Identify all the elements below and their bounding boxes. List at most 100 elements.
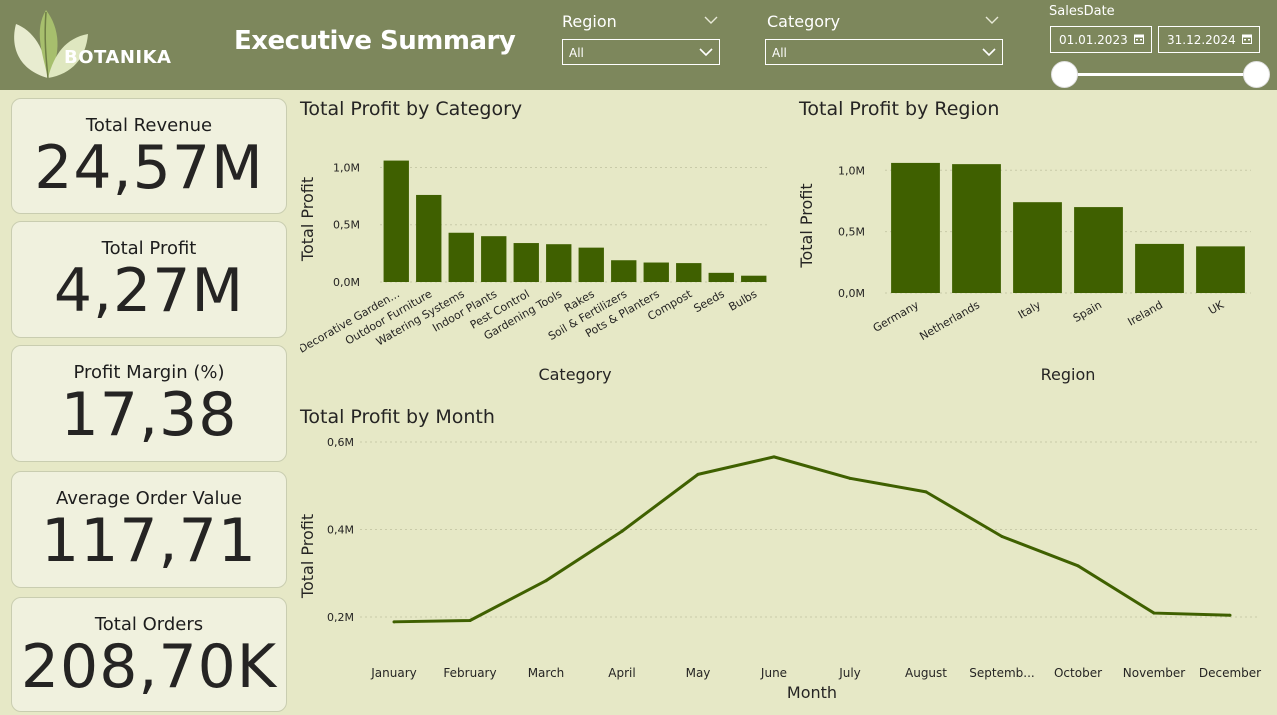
bar [708,272,734,282]
region-slicer: Region All [562,12,720,65]
category-slicer: Category All [765,12,1003,65]
bar [546,244,572,282]
data-point [1000,535,1004,538]
x-tick-label: March [528,666,565,680]
kpi-card-total-revenue: Total Revenue 24,57M [11,98,287,214]
x-tick-label: February [443,666,496,680]
kpi-title: Average Order Value [56,488,242,509]
bar [643,262,669,282]
y-tick-label: 1,0M [838,164,865,177]
sales-date-label: SalesDate [1049,4,1115,19]
botanika-leaf-logo-icon [14,10,88,79]
x-tick-label: October [1054,666,1102,680]
data-point [848,476,852,480]
x-tick-label: May [686,666,711,680]
brand-name: BOTANIKA [64,47,172,68]
bar [416,194,442,282]
x-tick-label: Germany [871,298,922,335]
bar [952,164,1001,293]
start-date-input[interactable]: 01.01.2023 [1050,26,1152,53]
calendar-icon[interactable] [1242,34,1252,44]
data-point [1076,564,1080,568]
x-tick-label: Bulbs [727,287,760,314]
chart-profit-by-category: Total Profit by Category 0,0M 0,5M 1,0M Dec… [296,98,780,388]
x-axis-title: Category [538,365,611,384]
kpi-value: 208,70K [20,632,278,702]
category-slicer-label: Category [767,12,841,31]
bar [1013,202,1062,293]
bar [676,263,702,282]
y-tick-label: 0,6M [327,436,354,449]
date-range-slider-track[interactable] [1064,73,1256,76]
bar [578,247,604,282]
calendar-icon[interactable] [1134,34,1144,44]
bar [448,232,474,282]
end-date-input[interactable]: 31.12.2024 [1158,26,1260,53]
bar [481,236,507,282]
kpi-title: Total Profit [101,238,197,259]
data-point [620,529,624,533]
kpi-card-average-order-value: Average Order Value 117,71 [11,471,287,588]
end-date-value: 31.12.2024 [1167,33,1236,47]
category-dropdown[interactable]: All [765,39,1003,65]
x-tick-label: November [1123,666,1185,680]
kpi-card-profit-margin: Profit Margin (%) 17,38 [11,345,287,462]
y-axis-title: Total Profit [300,177,317,262]
month-line-chart: 0,2M 0,4M 0,6M January February March April May… [298,436,1261,702]
y-axis-title: Total Profit [300,514,317,599]
chevron-down-icon [982,48,996,57]
x-tick-label: January [370,666,417,680]
data-point [1152,611,1156,615]
bar [741,275,767,282]
series-line [393,455,1231,624]
date-range-start-handle[interactable] [1051,61,1078,88]
data-point [392,620,396,624]
bar [611,260,637,282]
bar [1196,246,1245,293]
kpi-card-total-orders: Total Orders 208,70K [11,597,287,712]
x-tick-label: June [760,666,787,680]
kpi-value: 17,38 [60,380,238,450]
x-tick-label: July [838,666,861,680]
bar [513,243,539,282]
data-point [468,619,472,622]
chevron-down-icon[interactable] [704,14,718,26]
bar [383,160,409,282]
page-title: Executive Summary [234,26,516,56]
x-tick-label: Ireland [1126,298,1165,328]
y-axis-title: Total Profit [799,183,816,268]
data-point [544,579,548,583]
bar [1135,243,1184,293]
start-date-value: 01.01.2023 [1059,33,1128,47]
region-slicer-label: Region [562,12,617,31]
data-point [696,472,700,476]
chart-title: Total Profit by Region [799,98,1000,120]
kpi-value: 117,71 [41,506,257,576]
x-tick-label: UK [1206,298,1226,317]
date-range-end-handle[interactable] [1243,61,1270,88]
region-dropdown[interactable]: All [562,39,720,65]
chevron-down-icon[interactable] [985,14,999,26]
x-tick-label: Netherlands [917,298,982,343]
x-tick-label: April [608,666,635,680]
bar [1074,207,1123,293]
bar [891,162,940,293]
chart-title: Total Profit by Category [300,98,523,120]
y-tick-label: 0,0M [333,276,360,289]
x-tick-label: Italy [1016,298,1044,321]
chart-profit-by-region: Total Profit by Region 0,0M 0,5M 1,0M Germa… [797,98,1269,388]
chevron-down-icon [699,48,713,57]
data-point [924,490,928,494]
chart-profit-by-month: Total Profit by Month 0,2M 0,4M 0,6M Januar… [298,406,1270,711]
y-tick-label: 1,0M [333,161,360,174]
y-tick-label: 0,0M [838,287,865,300]
x-axis-title: Region [1041,365,1096,384]
kpi-title: Total Orders [94,614,204,635]
x-tick-label: Septemb... [969,666,1034,680]
x-tick-label: December [1199,666,1261,680]
x-tick-label: Seeds [691,287,727,315]
y-tick-label: 0,2M [327,611,354,624]
data-point [1228,613,1232,617]
